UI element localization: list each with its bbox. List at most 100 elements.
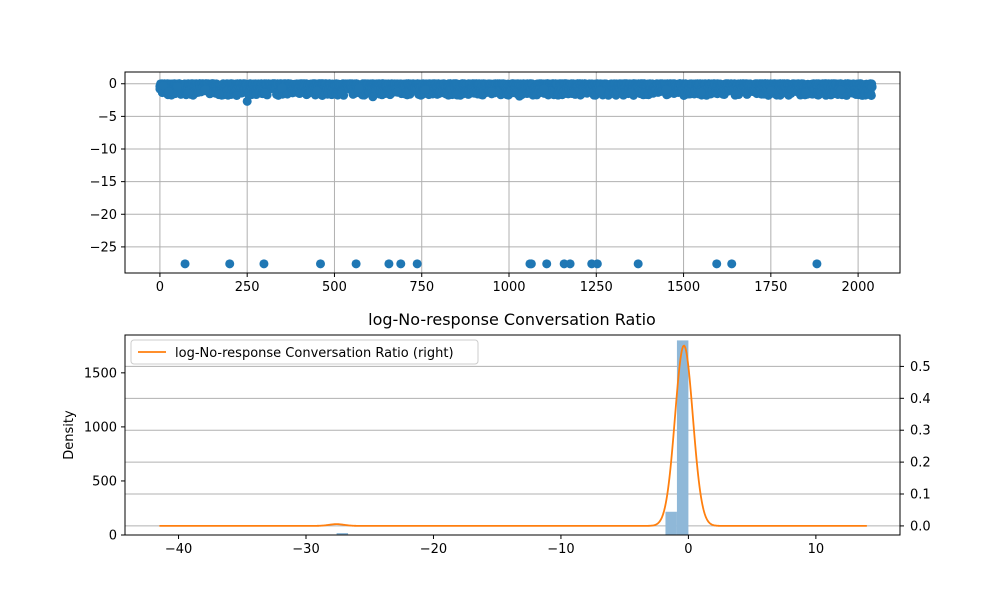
scatter-point: [396, 259, 406, 269]
scatter-point: [368, 92, 378, 102]
density-left-tick-label: 1500: [84, 366, 117, 381]
scatter-point: [259, 259, 269, 269]
scatter-point: [351, 259, 361, 269]
scatter-point: [312, 86, 322, 96]
scatter-point: [200, 85, 210, 95]
scatter-point: [295, 89, 305, 99]
scatter-point: [336, 89, 346, 99]
scatter-y-tick-label: −10: [90, 143, 117, 158]
scatter-point: [801, 88, 811, 98]
scatter-point: [354, 83, 364, 93]
kde-line: [159, 344, 867, 527]
scatter-point: [696, 87, 706, 97]
kde-curve: [159, 344, 867, 527]
density-x-tick-label: −30: [292, 542, 319, 557]
scatter-point: [384, 259, 394, 269]
histogram-bars: [336, 340, 689, 535]
scatter-x-tick-label: 750: [409, 280, 434, 295]
scatter-point: [232, 90, 242, 100]
scatter-point: [866, 90, 876, 100]
histogram-bar: [336, 533, 349, 535]
density-right-tick-label: 0.2: [910, 456, 931, 471]
density-right-y-ticks: 0.0 0.1 0.2 0.3 0.4 0.5: [900, 360, 931, 534]
scatter-point: [712, 259, 722, 269]
scatter-point: [277, 83, 287, 93]
scatter-point: [626, 88, 636, 98]
scatter-point: [214, 89, 224, 99]
density-left-tick-label: 1000: [84, 420, 117, 435]
scatter-point: [567, 89, 577, 99]
density-right-tick-label: 0.1: [910, 488, 931, 503]
density-x-tick-label: 10: [808, 542, 825, 557]
scatter-point: [180, 259, 190, 269]
scatter-point: [766, 86, 776, 96]
scatter-point: [225, 259, 235, 269]
density-right-tick-label: 0.4: [910, 392, 931, 407]
scatter-y-tick-label: −5: [98, 110, 117, 125]
scatter-point: [392, 87, 402, 97]
density-x-tick-label: −40: [165, 542, 192, 557]
scatter-point: [812, 259, 822, 269]
scatter-point: [633, 259, 643, 269]
scatter-point: [260, 88, 270, 98]
density-x-tick-label: −10: [547, 542, 574, 557]
scatter-point: [727, 259, 737, 269]
scatter-point: [420, 85, 430, 95]
density-left-tick-label: 500: [92, 474, 117, 489]
legend-box: [130, 339, 479, 365]
scatter-y-tick-label: −25: [90, 240, 117, 255]
scatter-x-tick-label: 250: [235, 280, 260, 295]
scatter-point: [172, 81, 182, 91]
density-left-tick-label: 0: [109, 529, 117, 544]
scatter-grid: [125, 72, 900, 273]
scatter-x-ticks: 0 250 500 750 1000 1250 1500 1750 2000: [156, 273, 875, 295]
scatter-x-tick-label: 1500: [667, 280, 700, 295]
scatter-x-tick-label: 1750: [754, 280, 787, 295]
density-x-tick-label: 0: [684, 542, 692, 557]
scatter-x-tick-label: 0: [156, 280, 164, 295]
scatter-x-tick-label: 1250: [580, 280, 613, 295]
scatter-point: [514, 91, 524, 101]
density-left-y-ticks: 0 500 1000 1500: [84, 366, 125, 544]
scatter-y-tick-label: 0: [109, 77, 117, 92]
scatter-point: [661, 85, 671, 95]
density-right-tick-label: 0.5: [910, 360, 931, 375]
scatter-y-tick-label: −20: [90, 208, 117, 223]
scatter-point: [412, 259, 422, 269]
scatter-frame: [124, 71, 901, 274]
scatter-point: [542, 259, 552, 269]
scatter-y-ticks: 0 −5 −10 −15 −20 −25: [90, 77, 125, 255]
scatter-point: [539, 84, 549, 94]
scatter-point: [452, 90, 462, 100]
scatter-x-tick-label: 1000: [492, 280, 525, 295]
density-y-axis-label: Density: [62, 410, 77, 460]
scatter-point: [595, 86, 605, 96]
scatter-point: [487, 87, 497, 97]
scatter-point: [867, 82, 877, 92]
scatter-point: [164, 87, 174, 97]
density-right-tick-label: 0.0: [910, 519, 931, 534]
density-right-tick-label: 0.3: [910, 424, 931, 439]
legend: log-No-response Conversation Ratio (righ…: [130, 339, 479, 365]
density-x-ticks: −40 −30 −20 −10 0 10: [165, 535, 824, 557]
scatter-point: [158, 81, 168, 91]
histogram-bar: [665, 511, 677, 535]
legend-label: log-No-response Conversation Ratio (righ…: [175, 346, 454, 361]
scatter-x-tick-label: 500: [322, 280, 347, 295]
density-frame: [124, 334, 901, 536]
scatter-point: [315, 259, 325, 269]
scatter-point: [526, 259, 536, 269]
scatter-point: [592, 259, 602, 269]
density-panel: log-No-response Conversation Ratio −40 −3…: [62, 310, 931, 557]
scatter-points: [155, 79, 877, 269]
scatter-point: [183, 89, 193, 99]
histogram-bar: [676, 340, 689, 535]
scatter-point: [836, 85, 846, 95]
scatter-panel: 0 250 500 750 1000 1250 1500 1750 2000 0 −5 −10 −15…: [90, 71, 901, 295]
scatter-y-tick-label: −15: [90, 175, 117, 190]
density-x-tick-label: −20: [420, 542, 447, 557]
density-title: log-No-response Conversation Ratio: [368, 310, 656, 329]
scatter-point: [242, 96, 252, 106]
density-grid: [125, 365, 900, 527]
